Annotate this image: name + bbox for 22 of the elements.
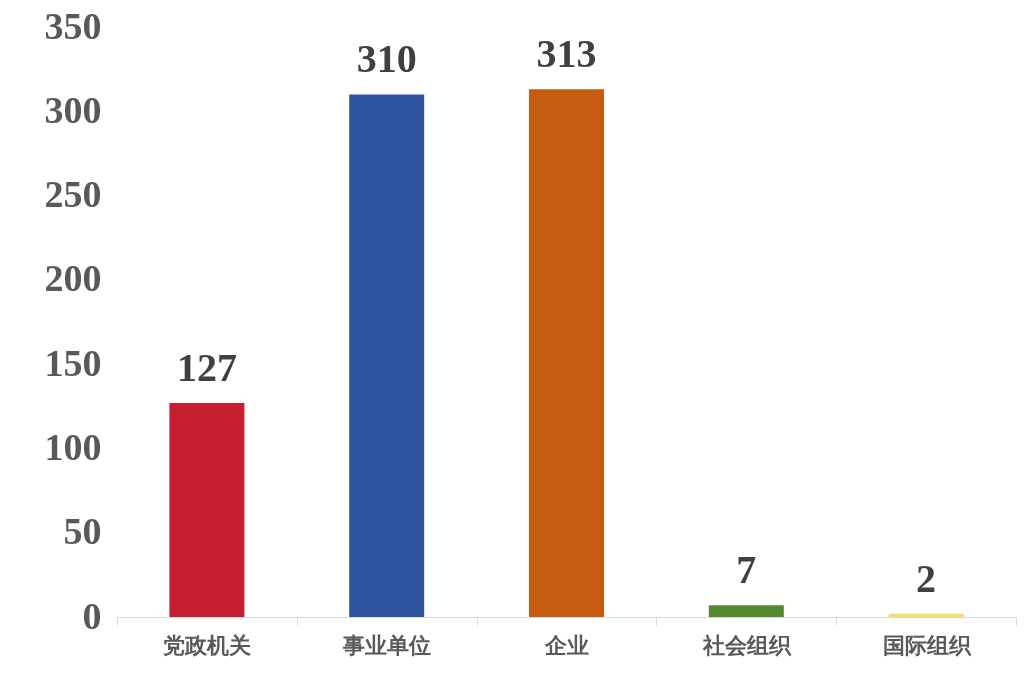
data-label: 310: [356, 36, 417, 82]
y-tick-label: 50: [63, 510, 102, 553]
data-label: 313: [536, 31, 597, 77]
y-tick-label: 350: [44, 4, 102, 47]
data-label: 127: [176, 344, 237, 390]
bar: [349, 94, 425, 617]
x-tick-label: 事业单位: [342, 632, 432, 658]
y-tick-label: 300: [44, 88, 102, 131]
x-tick-label: 党政机关: [162, 632, 252, 658]
x-tick-label: 社会组织: [701, 632, 792, 658]
y-tick-label: 150: [44, 341, 102, 384]
data-label: 2: [916, 555, 937, 601]
bar: [529, 89, 604, 617]
x-tick-label: 企业: [544, 632, 589, 658]
y-tick-label: 100: [44, 425, 102, 468]
bar: [169, 402, 245, 617]
y-tick-label: 0: [82, 594, 102, 637]
x-tick-label: 国际组织: [882, 632, 972, 658]
data-label: 7: [736, 547, 757, 593]
y-tick-label: 250: [44, 173, 102, 216]
bar: [708, 605, 784, 617]
y-tick-label: 200: [44, 257, 102, 300]
